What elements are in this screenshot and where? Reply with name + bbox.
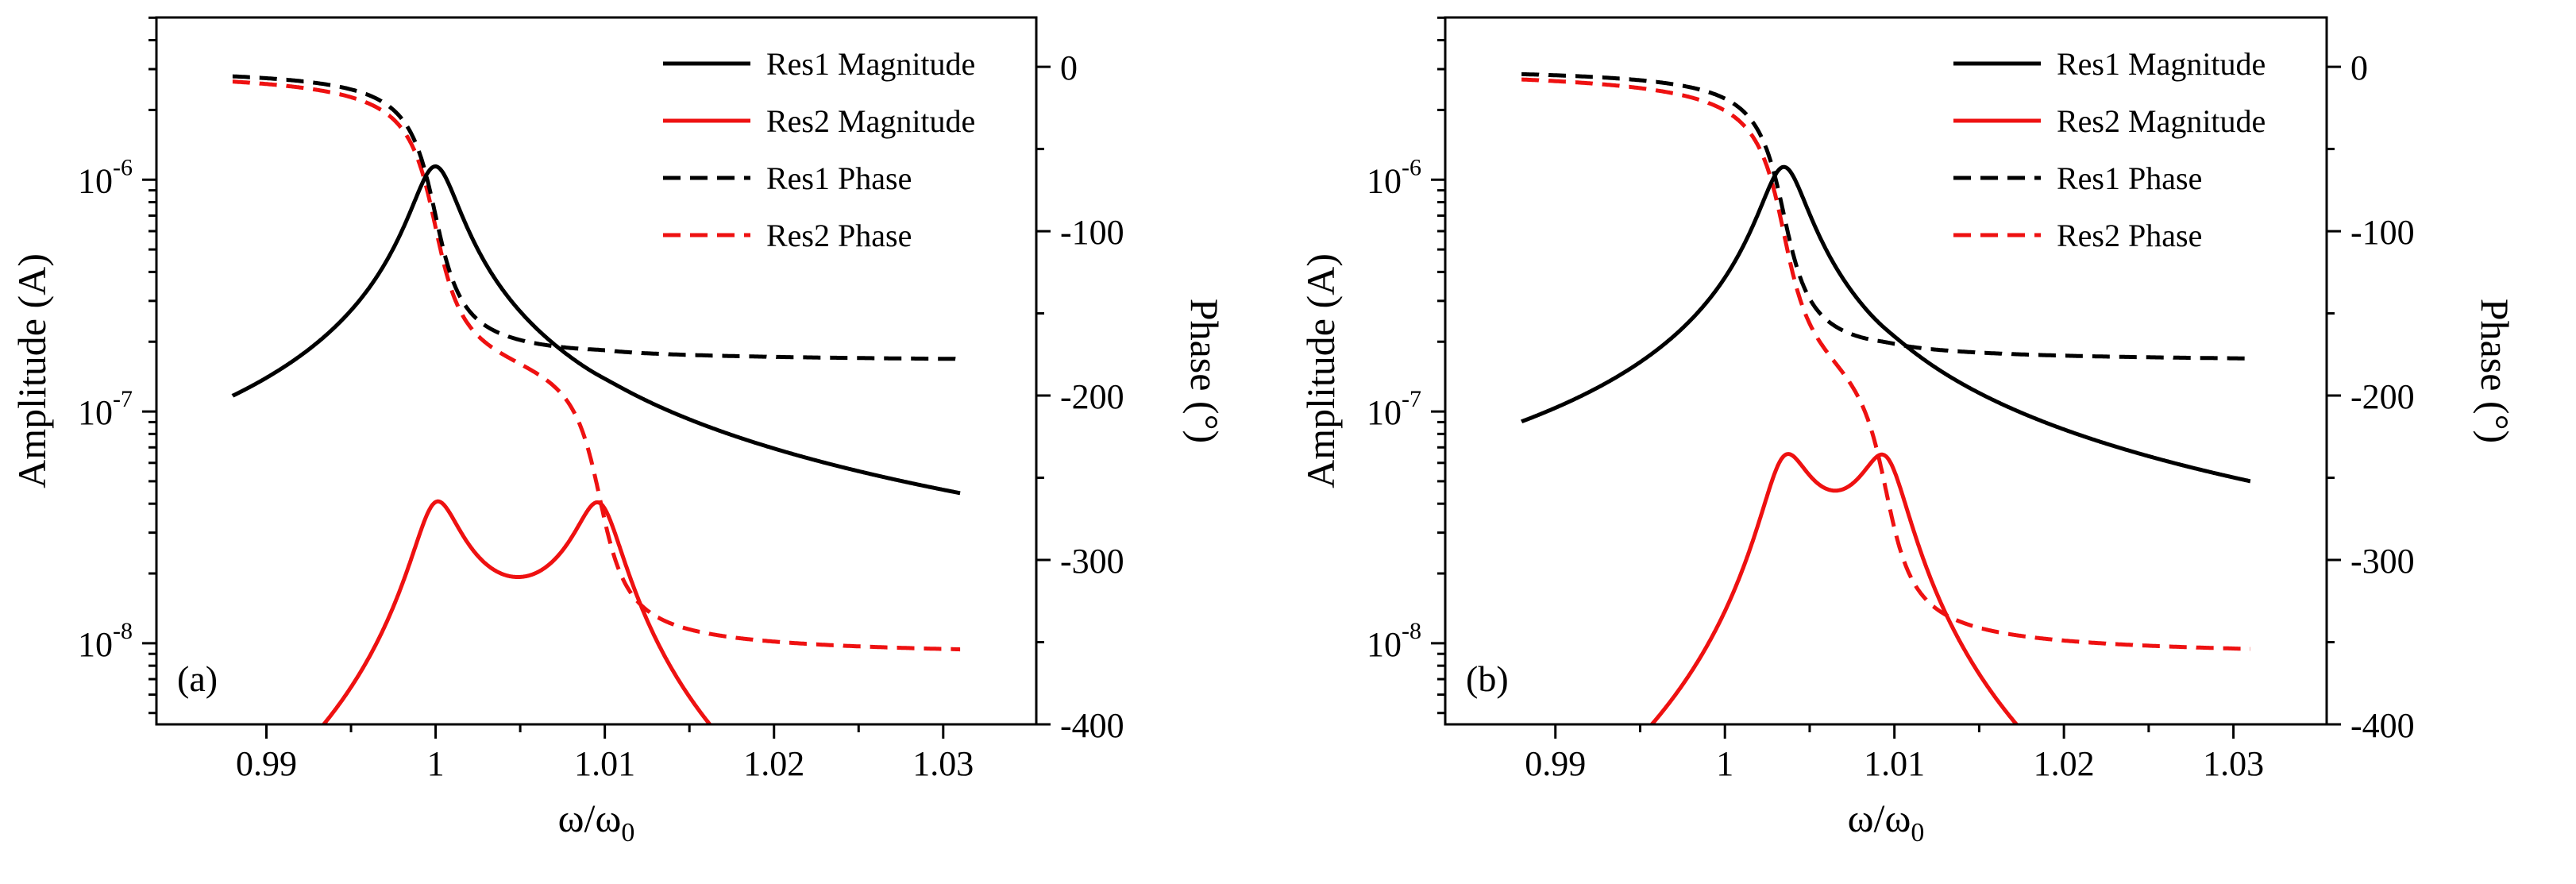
- tick-exponent: -7: [1402, 386, 1421, 412]
- res2-phase-line: [1521, 77, 2250, 651]
- plot-area: [1520, 71, 2251, 724]
- plot-frame: [1444, 16, 2328, 726]
- tick-base: 10: [78, 625, 113, 664]
- x-tick-label: 1.02: [2034, 744, 2095, 783]
- x-tick-label: 0.99: [236, 744, 297, 783]
- plot-frame: [155, 16, 1038, 726]
- tick-base: 10: [1367, 393, 1402, 432]
- tick-base: 10: [1367, 161, 1402, 200]
- legend-label: Res2 Phase: [2057, 218, 2202, 253]
- x-tick-label: 1.03: [912, 744, 974, 783]
- tick-exponent: -6: [113, 154, 133, 180]
- y-right-axis-title: Phase (°): [1182, 299, 1227, 443]
- y-right-tick-label: 0: [2350, 48, 2368, 87]
- x-tick-label: 1.03: [2203, 744, 2264, 783]
- legend-label: Res1 Phase: [766, 160, 912, 196]
- legend-label: Res2 Magnitude: [766, 103, 975, 139]
- y-left-tick-label: 10-8: [1367, 618, 1421, 664]
- tick-exponent: -7: [113, 386, 133, 412]
- x-axis-title-sub: 0: [621, 818, 634, 847]
- y-right-tick-label: -200: [1060, 377, 1124, 416]
- res1-magnitude-line: [1520, 164, 2251, 484]
- y-left-tick-label: 10-7: [78, 386, 133, 432]
- legend-label: Res1 Magnitude: [766, 46, 975, 82]
- y-left-axis-title: Amplitude (A): [10, 253, 54, 488]
- y-left-tick-label: 10-6: [78, 154, 133, 200]
- legend-label: Res2 Phase: [766, 218, 912, 253]
- tick-exponent: -8: [1402, 618, 1421, 644]
- y-right-tick-label: -100: [2350, 213, 2415, 252]
- y-left-axis-title: Amplitude (A): [1298, 253, 1343, 488]
- x-tick-label: 1: [1716, 744, 1733, 783]
- x-axis-title: ω/ω0: [1848, 796, 1925, 847]
- res2-magnitude-line: [1649, 452, 2019, 724]
- y-right-tick-label: 0: [1060, 48, 1078, 87]
- x-axis-title: ω/ω0: [558, 796, 635, 847]
- y-right-tick-label: -200: [2350, 377, 2415, 416]
- panel-label: (a): [177, 658, 218, 699]
- y-right-tick-label: -300: [1060, 542, 1124, 581]
- legend: Res1 Magnitude Res2 Magnitude Res1 Phase Re…: [663, 46, 975, 253]
- y-left-tick-label: 10-7: [1367, 386, 1421, 432]
- x-tick-label: 0.99: [1525, 744, 1586, 783]
- legend-label: Res1 Magnitude: [2057, 46, 2266, 82]
- tick-exponent: -6: [1402, 154, 1421, 180]
- x-tick-label: 1.02: [743, 744, 804, 783]
- y-right-axis-title: Phase (°): [2473, 299, 2517, 443]
- plot-area: [231, 74, 961, 724]
- y-right-tick-label: -400: [1060, 706, 1124, 745]
- y-right-tick-label: -300: [2350, 542, 2415, 581]
- chart-panel-a: 0.99 1 1.01 1.02 1.0310-810-710-60-100-200-3…: [10, 16, 1227, 847]
- res1-phase-line: [232, 74, 961, 361]
- x-axis-title-main: ω/ω: [1848, 796, 1911, 840]
- panel-label: (b): [1466, 658, 1509, 699]
- y-right-tick-label: -100: [1060, 213, 1124, 252]
- res1-phase-line: [1521, 71, 2250, 361]
- chart-panel-b: 0.99 1 1.01 1.02 1.0310-810-710-60-100-200-3…: [1298, 16, 2517, 847]
- tick-exponent: -8: [113, 618, 133, 644]
- legend-label: Res2 Magnitude: [2057, 103, 2266, 139]
- x-tick-label: 1.01: [1864, 744, 1925, 783]
- legend: Res1 Magnitude Res2 Magnitude Res1 Phase Re…: [1953, 46, 2266, 253]
- x-axis-title-sub: 0: [1911, 818, 1924, 847]
- tick-base: 10: [78, 161, 113, 200]
- x-axis-title-main: ω/ω: [558, 796, 622, 840]
- x-tick-label: 1: [427, 744, 445, 783]
- y-left-tick-label: 10-6: [1367, 154, 1421, 200]
- res1-magnitude-line: [231, 164, 961, 496]
- res2-magnitude-line: [321, 499, 713, 724]
- y-left-tick-label: 10-8: [78, 618, 133, 664]
- legend-label: Res1 Phase: [2057, 160, 2202, 196]
- x-tick-label: 1.01: [574, 744, 635, 783]
- tick-base: 10: [1367, 625, 1402, 664]
- tick-base: 10: [78, 393, 113, 432]
- res2-phase-line: [232, 79, 961, 652]
- y-right-tick-label: -400: [2350, 706, 2415, 745]
